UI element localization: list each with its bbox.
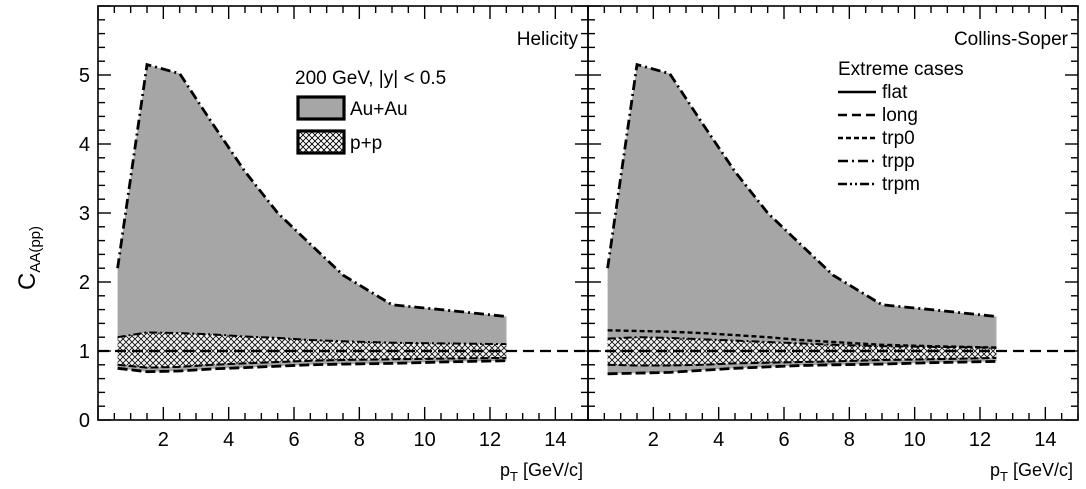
panel-collins-soper: 2 4 6 8 10 12 14 Collins-Soper pT [GeV/c] xyxy=(587,5,1079,484)
p-p-lower-edge xyxy=(117,356,507,369)
legend-swatch xyxy=(296,95,346,121)
au-au-lower-edge xyxy=(117,359,507,374)
y-tick-label: 0 xyxy=(79,410,90,432)
legend-entry: trpm xyxy=(882,174,920,195)
legend-entry: Au+Au xyxy=(350,99,408,120)
panel-label: Helicity xyxy=(517,29,579,50)
x-tick-label: 12 xyxy=(969,429,991,451)
au-au-upper-edge xyxy=(606,62,997,318)
au-au-lower-edge xyxy=(607,360,997,376)
x-tick-label: 14 xyxy=(544,429,566,451)
curve-trp0 xyxy=(607,329,997,349)
p-p-lower-edge xyxy=(607,356,997,367)
y-tick-label: 1 xyxy=(79,341,90,363)
legend-entry: trp0 xyxy=(882,128,915,149)
y-axis-title-c: CAA(pp) xyxy=(14,226,44,290)
legend-title: 200 GeV, |y| < 0.5 xyxy=(295,68,446,89)
x-tick-label: 8 xyxy=(354,429,365,451)
panel-label: Collins-Soper xyxy=(954,29,1069,50)
y-tick-label: 3 xyxy=(79,203,90,225)
x-tick-label: 8 xyxy=(844,429,855,451)
x-tick-label: 12 xyxy=(479,429,501,451)
x-tick-label: 4 xyxy=(713,429,724,451)
au-au-upper-edge xyxy=(116,62,507,318)
p-p-upper-edge xyxy=(117,331,507,346)
band-au-au xyxy=(117,64,507,372)
x-tick-label: 2 xyxy=(158,429,169,451)
legend-helicity: 200 GeV, |y| < 0.5 Au+Au p+p xyxy=(295,68,446,155)
x-axis-title: pT [GeV/c] xyxy=(500,460,583,484)
band-au-au xyxy=(607,64,997,374)
y-tick-label: 2 xyxy=(79,272,90,294)
legend-entry: p+p xyxy=(350,133,382,154)
y-tick-label: 5 xyxy=(79,65,90,87)
x-tick-label: 2 xyxy=(648,429,659,451)
legend-entry: trpp xyxy=(882,151,915,172)
x-tick-label: 10 xyxy=(414,429,436,451)
legend-swatch xyxy=(296,129,346,155)
x-axis-title: pT [GeV/c] xyxy=(990,460,1073,484)
legend-entry: flat xyxy=(882,82,908,103)
x-tick-label: 4 xyxy=(223,429,234,451)
y-tick-label: 4 xyxy=(79,134,90,156)
x-tick-label: 10 xyxy=(904,429,926,451)
x-tick-label: 14 xyxy=(1034,429,1056,451)
legend-title: Extreme cases xyxy=(838,59,964,80)
legend-entry: long xyxy=(882,105,918,126)
x-tick-label: 6 xyxy=(288,429,299,451)
x-tick-label: 6 xyxy=(778,429,789,451)
